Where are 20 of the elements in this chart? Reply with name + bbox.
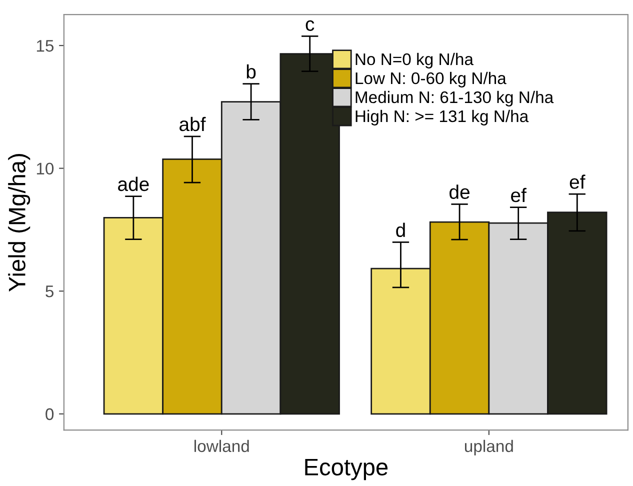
x-tick-label: lowland — [194, 440, 249, 452]
data-label: b — [246, 64, 256, 79]
data-label: ef — [570, 174, 586, 189]
legend-label: Low N: 0-60 kg N/ha — [356, 72, 506, 88]
x-tick-label: upland — [465, 440, 513, 456]
data-label: d — [396, 222, 405, 238]
y-tick-label: 10 — [36, 162, 54, 175]
data-label: de — [450, 184, 470, 199]
legend-label: No N=0 kg N/ha — [356, 52, 474, 68]
data-label: abf — [180, 116, 206, 132]
y-tick-label: 15 — [36, 40, 54, 52]
y-axis-title: Yield (Mg/ha) — [8, 154, 30, 292]
data-label: ef — [511, 188, 526, 202]
data-label: ade — [118, 176, 149, 192]
y-tick-label: 5 — [46, 286, 54, 298]
y-tick-label: 0 — [46, 408, 54, 420]
x-axis-title: Ecotype — [305, 459, 388, 480]
data-label: c — [306, 20, 314, 31]
legend-label: High N: >= 131 kg N/ha — [356, 110, 529, 126]
legend-label: Medium N: 61-130 kg N/ha — [356, 90, 554, 106]
